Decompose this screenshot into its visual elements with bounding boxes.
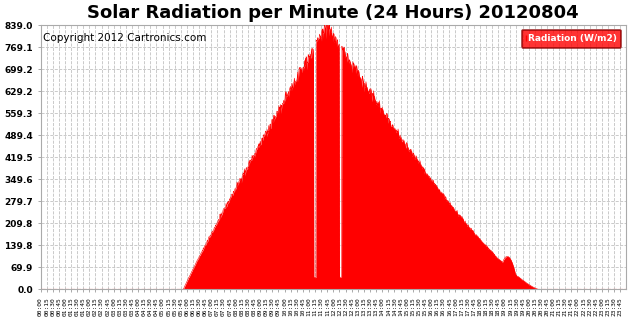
Legend: Radiation (W/m2): Radiation (W/m2): [522, 30, 621, 48]
Text: Copyright 2012 Cartronics.com: Copyright 2012 Cartronics.com: [43, 33, 207, 43]
Title: Solar Radiation per Minute (24 Hours) 20120804: Solar Radiation per Minute (24 Hours) 20…: [88, 4, 579, 22]
